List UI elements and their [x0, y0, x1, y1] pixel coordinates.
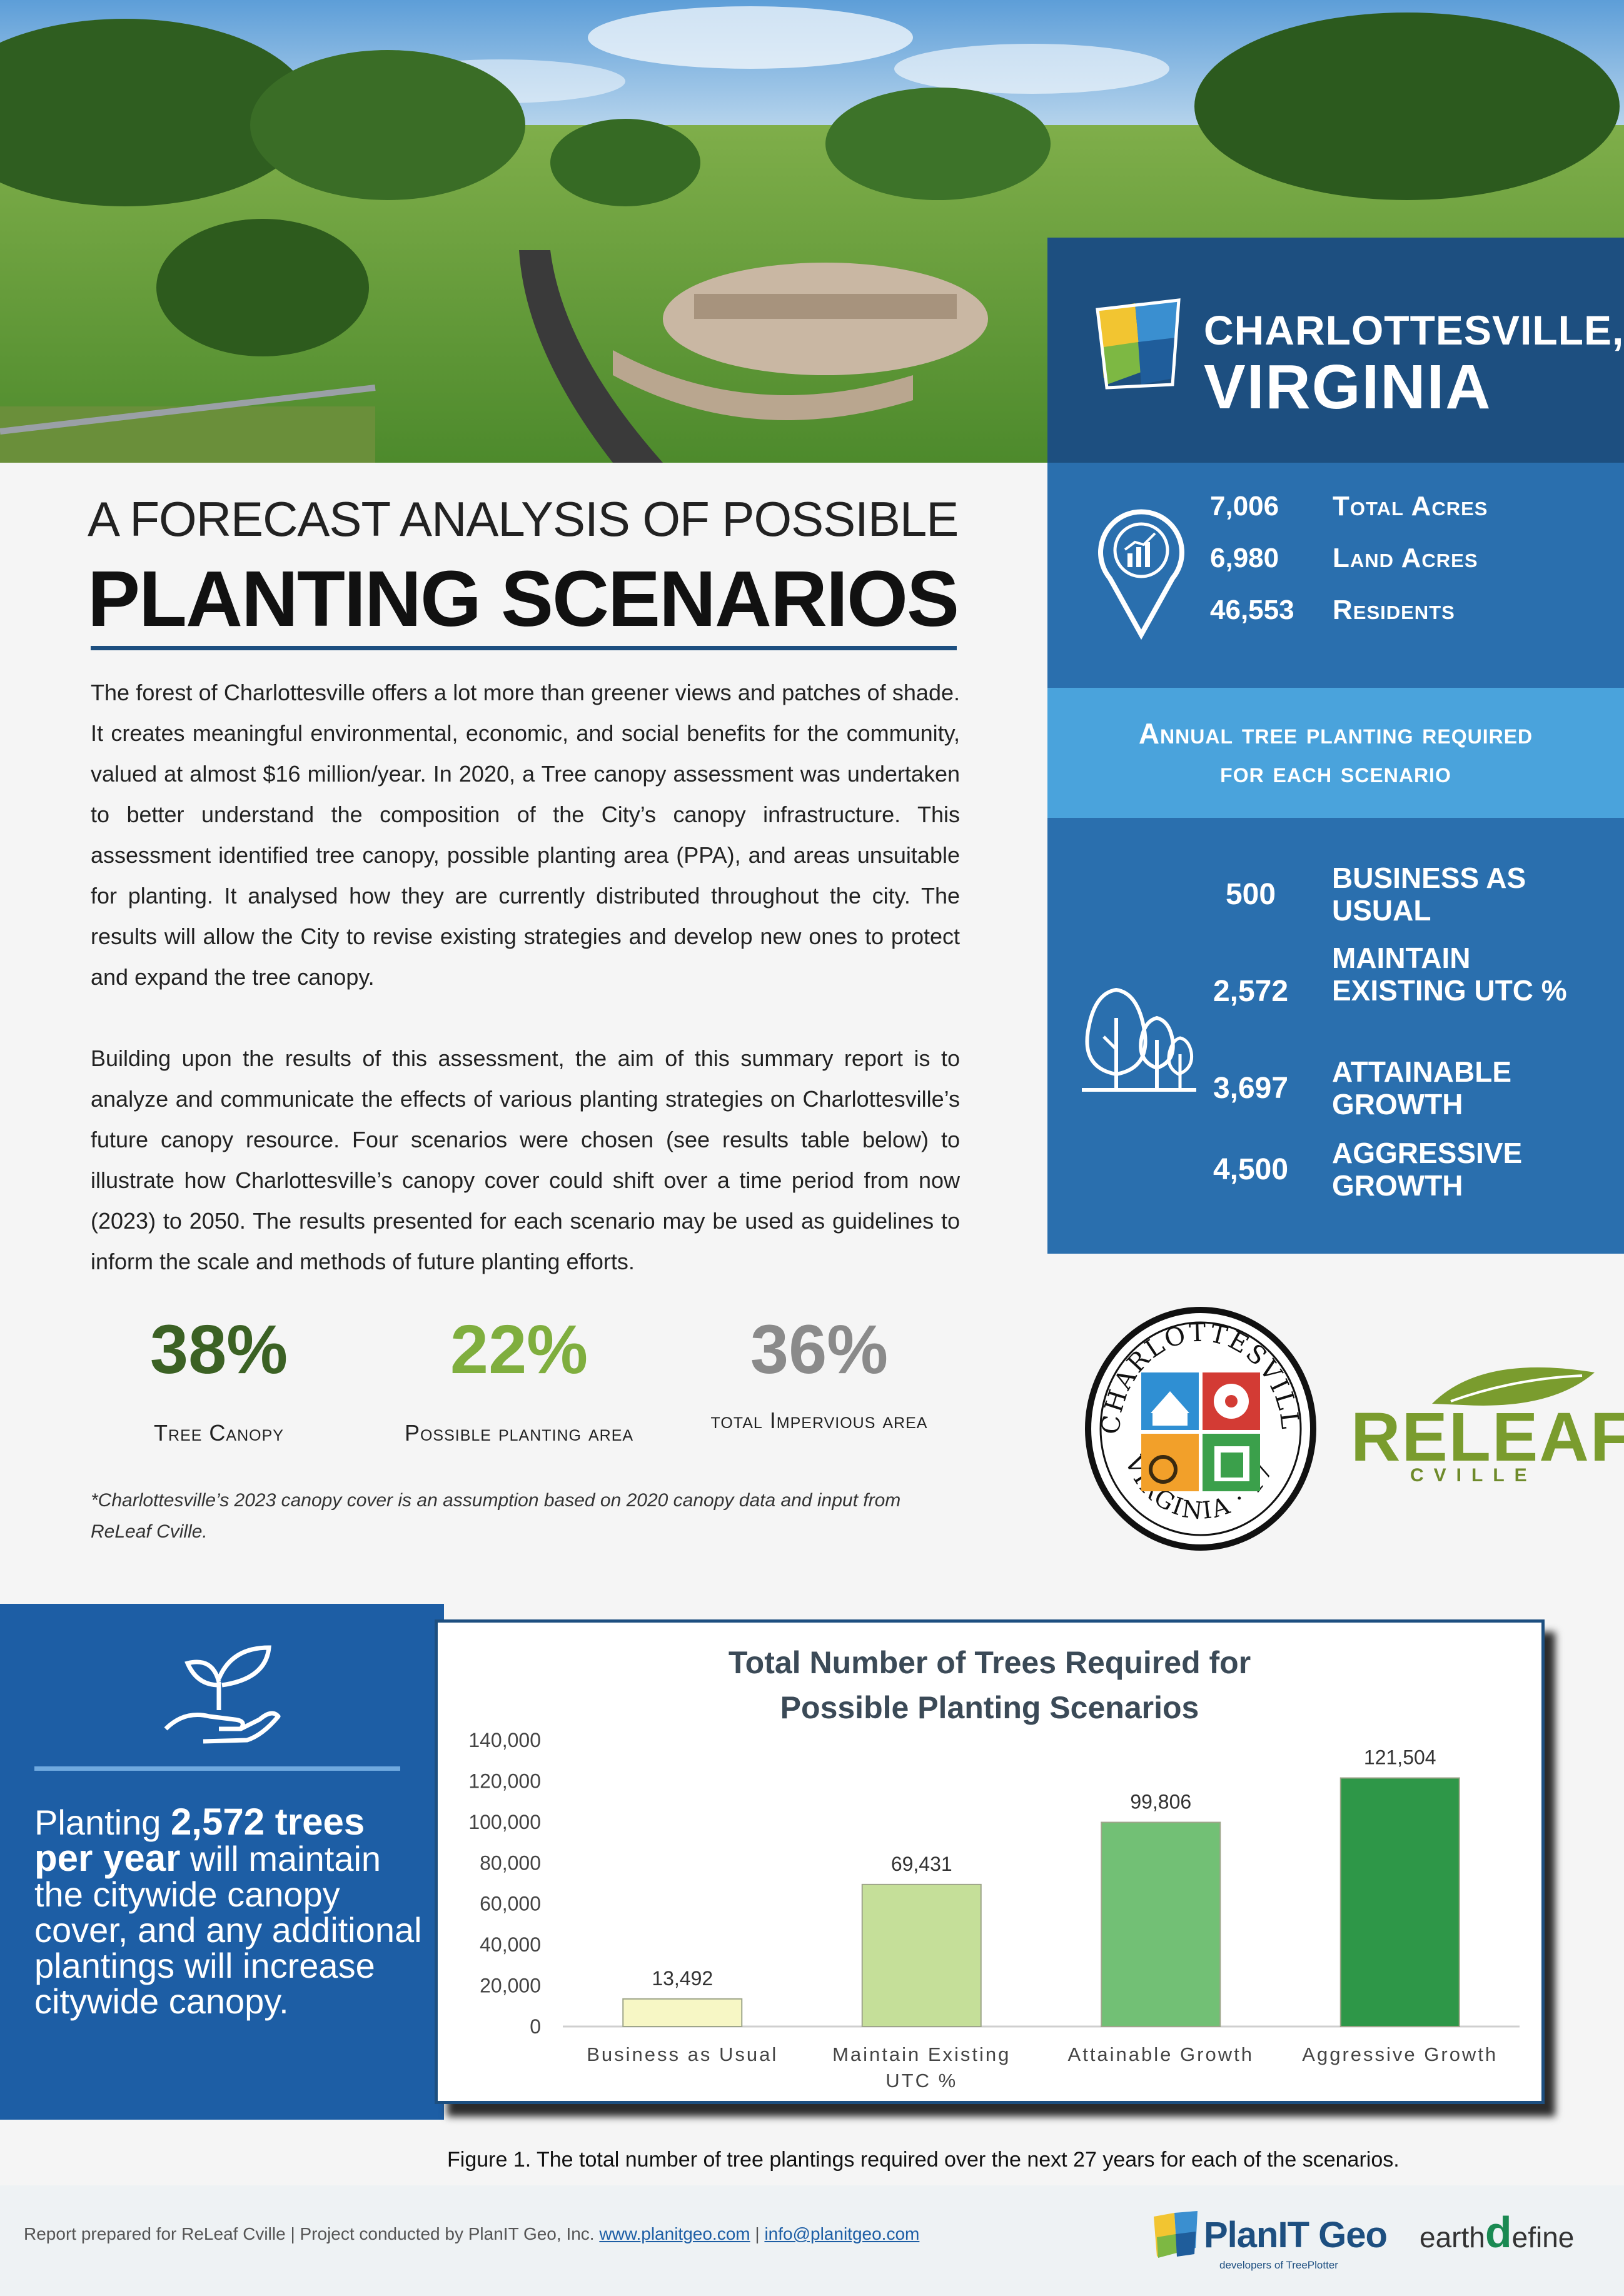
- y-tick-label: 100,000: [468, 1811, 541, 1833]
- callout-text: Planting 2,572 trees per year will maint…: [34, 1801, 422, 2021]
- annual-heading-line1: Annual tree planting required: [1138, 717, 1533, 750]
- stats-panel: 7,006 Total Acres 6,980 Land Acres 46,553 R…: [1047, 463, 1624, 688]
- bar-value-label: 99,806: [1130, 1790, 1191, 1813]
- hero-photo: [0, 0, 1624, 463]
- bar: [1101, 1821, 1221, 2027]
- stat-land-acres: 6,980 Land Acres: [1210, 543, 1478, 574]
- stat-value: 6,980: [1210, 543, 1279, 573]
- email-link[interactable]: info@planitgeo.com: [764, 2224, 920, 2243]
- y-tick-label: 20,000: [480, 1975, 541, 1997]
- stat-residents: 46,553 Residents: [1210, 595, 1455, 626]
- scenario-label: MAINTAIN EXISTING UTC %: [1332, 942, 1567, 1007]
- scenario-label: AGGRESSIVE GROWTH: [1332, 1137, 1523, 1202]
- title-underline: [91, 646, 957, 650]
- bar-value-label: 69,431: [891, 1853, 952, 1875]
- x-category-label: Attainable Growth: [1068, 2043, 1254, 2065]
- scenario-value: 4,500: [1213, 1153, 1289, 1186]
- earthdefine-logo: earthdefine: [1420, 2208, 1575, 2257]
- x-category-label: Maintain Existing: [832, 2043, 1011, 2065]
- x-category-label: Aggressive Growth: [1302, 2043, 1498, 2065]
- leaf-icon: [1432, 1367, 1595, 1406]
- stat-label: Total Acres: [1333, 491, 1488, 521]
- city-seal-icon: CHARLOTTESVILLE VIRGINIA · 1762: [1072, 1281, 1316, 1551]
- planit-geo-tagline: developers of TreePlotter: [1219, 2259, 1338, 2271]
- scenario-value: 3,697: [1213, 1072, 1289, 1105]
- annual-planting-heading: Annual tree planting required for each s…: [1047, 688, 1624, 818]
- planting-callout: Planting 2,572 trees per year will maint…: [0, 1604, 444, 2120]
- metric-ppa-value: 22%: [450, 1311, 588, 1388]
- bar: [861, 1883, 982, 2027]
- chart-title: Total Number of Trees Required for Possib…: [728, 1645, 1251, 1725]
- footer: Report prepared for ReLeaf Cville | Proj…: [0, 2185, 1624, 2296]
- y-tick-label: 120,000: [468, 1770, 541, 1792]
- metric-tree-canopy-label: Tree Canopy: [154, 1420, 284, 1446]
- scenario-value: 500: [1225, 878, 1276, 911]
- city-name-line2: VIRGINIA: [1204, 352, 1492, 422]
- y-tick-label: 40,000: [480, 1933, 541, 1956]
- figure-caption: Figure 1. The total number of tree plant…: [447, 2148, 1400, 2172]
- chart-plot: 0 20,000 40,000 60,000 80,000 100,000 120,000 1…: [468, 1729, 1520, 2092]
- scenario-list: 500 BUSINESS AS USUAL 2,572 MAINTAIN EXI…: [1047, 818, 1624, 1254]
- y-tick-label: 140,000: [468, 1729, 541, 1751]
- stat-label: Residents: [1333, 595, 1455, 625]
- scenario-label: ATTAINABLE GROWTH: [1332, 1055, 1512, 1120]
- canopy-footnote: *Charlottesville’s 2023 canopy cover is …: [91, 1490, 901, 1542]
- metric-impervious-value: 36%: [750, 1311, 889, 1388]
- hand-sprout-icon: [164, 1645, 281, 1744]
- trees-icon: [1082, 987, 1196, 1092]
- bar: [622, 1998, 743, 2027]
- metric-ppa-label: Possible planting area: [404, 1420, 634, 1446]
- city-name-line1: CHARLOTTESVILLE,: [1204, 307, 1624, 353]
- planit-geo-wordmark: PlanIT Geo: [1204, 2215, 1388, 2255]
- y-tick-label: 80,000: [480, 1851, 541, 1874]
- annual-heading-line2: for each scenario: [1220, 756, 1451, 788]
- report-title-line2: PLANTING SCENARIOS: [88, 555, 959, 643]
- stat-label: Land Acres: [1333, 543, 1478, 573]
- bar: [1339, 1777, 1460, 2028]
- x-category-label: Business as Usual: [587, 2043, 778, 2065]
- city-name: CHARLOTTESVILLE, VIRGINIA: [1204, 306, 1624, 423]
- bar-value-label: 121,504: [1364, 1746, 1436, 1769]
- stat-total-acres: 7,006 Total Acres: [1210, 491, 1488, 522]
- planit-geo-map-icon: [1154, 2211, 1198, 2258]
- callout-divider: [34, 1766, 400, 1771]
- x-category-label: UTC %: [885, 2070, 957, 2092]
- releaf-subtitle: CVILLE: [1410, 1465, 1537, 1486]
- scenario-value: 2,572: [1213, 975, 1289, 1008]
- aim-paragraph: Building upon the results of this assess…: [91, 1045, 960, 1274]
- stat-value: 7,006: [1210, 491, 1279, 521]
- y-tick-label: 60,000: [480, 1893, 541, 1915]
- metric-tree-canopy-value: 38%: [149, 1311, 288, 1388]
- report-title-line1: A FORECAST ANALYSIS OF POSSIBLE: [88, 491, 959, 546]
- stat-value: 46,553: [1210, 595, 1294, 625]
- scenario-label: BUSINESS AS USUAL: [1332, 862, 1526, 927]
- city-seal-logo: CHARLOTTESVILLE VIRGINIA · 1762: [1072, 1281, 1319, 1554]
- y-tick-label: 0: [530, 2015, 541, 2038]
- metric-impervious-label: total Impervious area: [710, 1407, 928, 1433]
- trees-required-chart: Total Number of Trees Required for Possib…: [435, 1619, 1545, 2104]
- callout-highlight: 2,572 trees per year: [34, 1801, 365, 1879]
- location-pin-chart-icon: [1098, 509, 1184, 640]
- planit-geo-logo: PlanIT Geo developers of TreePlotter: [1151, 2209, 1388, 2271]
- intro-paragraph: The forest of Charlottesville offers a l…: [91, 680, 960, 990]
- bar-value-label: 13,492: [652, 1967, 713, 1990]
- website-link[interactable]: www.planitgeo.com: [599, 2224, 750, 2243]
- city-map-logo-icon: [1096, 298, 1181, 390]
- city-header-panel: [1047, 238, 1624, 463]
- releaf-wordmark: RELEAF: [1351, 1399, 1624, 1476]
- footer-credits: Report prepared for ReLeaf Cville | Proj…: [24, 2224, 920, 2243]
